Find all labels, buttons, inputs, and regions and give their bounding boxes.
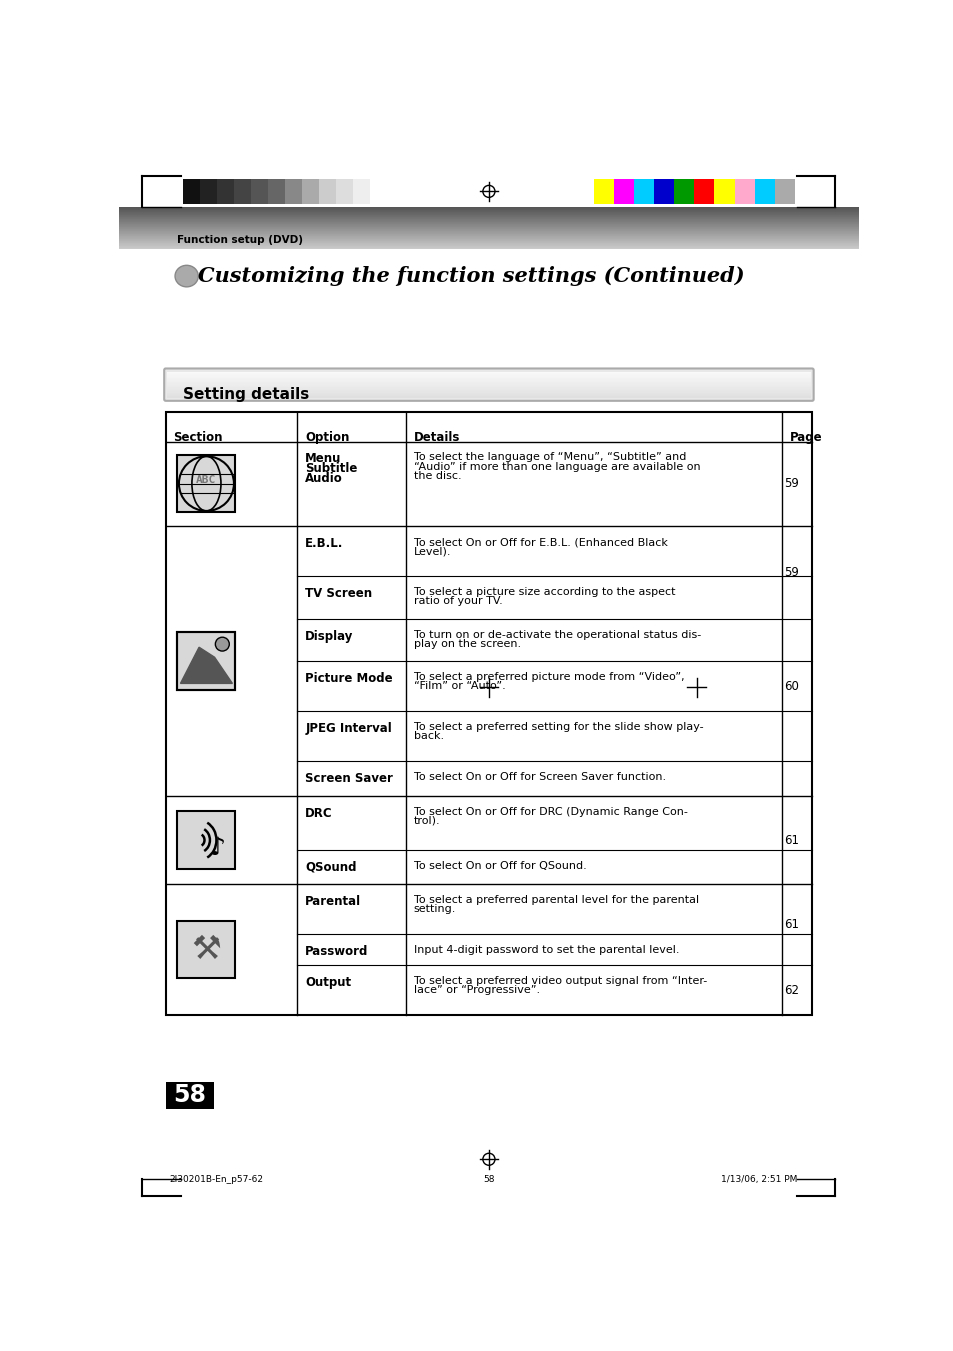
Text: TV Screen: TV Screen xyxy=(305,588,372,600)
Bar xyxy=(177,632,235,689)
Text: 61: 61 xyxy=(783,834,799,847)
Text: 62: 62 xyxy=(783,984,799,997)
Bar xyxy=(734,180,754,204)
Text: To select a preferred parental level for the parental: To select a preferred parental level for… xyxy=(414,896,699,905)
Bar xyxy=(177,632,235,689)
Bar xyxy=(694,180,714,204)
Bar xyxy=(613,180,633,204)
Text: play on the screen.: play on the screen. xyxy=(414,639,520,648)
Text: JPEG Interval: JPEG Interval xyxy=(305,721,392,735)
Text: Level).: Level). xyxy=(414,546,451,557)
Bar xyxy=(233,180,251,204)
Text: To select a preferred setting for the slide show play-: To select a preferred setting for the sl… xyxy=(414,721,702,732)
Text: Page: Page xyxy=(789,431,821,444)
Text: 59: 59 xyxy=(783,477,799,490)
Bar xyxy=(183,180,199,204)
Text: the disc.: the disc. xyxy=(414,471,461,481)
Text: 1/13/06, 2:51 PM: 1/13/06, 2:51 PM xyxy=(720,1174,797,1183)
Bar xyxy=(302,180,319,204)
Bar xyxy=(353,180,370,204)
Text: Option: Option xyxy=(305,431,349,444)
Text: ⚒: ⚒ xyxy=(192,934,221,966)
Ellipse shape xyxy=(174,265,198,286)
Bar xyxy=(335,180,353,204)
Text: To select On or Off for Screen Saver function.: To select On or Off for Screen Saver fun… xyxy=(414,771,665,782)
Bar xyxy=(633,180,654,204)
Text: 60: 60 xyxy=(783,680,799,693)
Text: To select On or Off for DRC (Dynamic Range Con-: To select On or Off for DRC (Dynamic Ran… xyxy=(414,807,687,816)
Bar xyxy=(714,180,734,204)
Text: ratio of your TV.: ratio of your TV. xyxy=(414,596,502,607)
Text: To select a picture size according to the aspect: To select a picture size according to th… xyxy=(414,588,675,597)
Text: Output: Output xyxy=(305,975,351,989)
FancyBboxPatch shape xyxy=(164,369,813,401)
Text: To select On or Off for E.B.L. (Enhanced Black: To select On or Off for E.B.L. (Enhanced… xyxy=(414,538,667,547)
Bar xyxy=(774,180,794,204)
Text: Audio: Audio xyxy=(305,473,343,485)
Bar xyxy=(177,811,235,869)
Bar xyxy=(754,180,774,204)
Bar xyxy=(593,180,613,204)
Text: To select a preferred video output signal from “Inter-: To select a preferred video output signa… xyxy=(414,975,706,986)
Text: Parental: Parental xyxy=(305,896,361,908)
Text: 61: 61 xyxy=(783,919,799,931)
Text: DRC: DRC xyxy=(305,807,333,820)
Text: setting.: setting. xyxy=(414,904,456,915)
Text: To select the language of “Menu”, “Subtitle” and: To select the language of “Menu”, “Subti… xyxy=(414,453,685,462)
Text: Customizing the function settings (Continued): Customizing the function settings (Conti… xyxy=(198,266,744,286)
Bar xyxy=(216,180,233,204)
Text: lace” or “Progressive”.: lace” or “Progressive”. xyxy=(414,985,539,996)
Text: E.B.L.: E.B.L. xyxy=(305,538,343,550)
Text: Menu: Menu xyxy=(305,453,341,465)
Bar xyxy=(319,180,335,204)
Bar xyxy=(285,180,302,204)
Bar xyxy=(199,180,216,204)
Text: Details: Details xyxy=(414,431,459,444)
Text: 2I30201B-En_p57-62: 2I30201B-En_p57-62 xyxy=(170,1174,263,1183)
Bar xyxy=(654,180,674,204)
Text: Display: Display xyxy=(305,630,354,643)
Text: 59: 59 xyxy=(783,566,799,580)
Text: Section: Section xyxy=(173,431,223,444)
Text: To turn on or de-activate the operational status dis-: To turn on or de-activate the operationa… xyxy=(414,630,700,639)
Bar xyxy=(166,1082,213,1109)
Circle shape xyxy=(215,638,229,651)
Text: Picture Mode: Picture Mode xyxy=(305,671,393,685)
Text: Setting details: Setting details xyxy=(183,386,309,403)
Polygon shape xyxy=(180,647,233,684)
Bar xyxy=(268,180,285,204)
Text: Password: Password xyxy=(305,946,368,958)
Text: “Audio” if more than one language are available on: “Audio” if more than one language are av… xyxy=(414,462,700,471)
Text: “Film” or “Auto”.: “Film” or “Auto”. xyxy=(414,681,505,692)
Bar xyxy=(370,180,387,204)
Bar xyxy=(166,412,811,1016)
Text: Function setup (DVD): Function setup (DVD) xyxy=(177,235,303,246)
Text: Screen Saver: Screen Saver xyxy=(305,771,393,785)
Text: To select On or Off for QSound.: To select On or Off for QSound. xyxy=(414,861,586,870)
Bar xyxy=(251,180,268,204)
Text: trol).: trol). xyxy=(414,816,440,825)
Text: Subtitle: Subtitle xyxy=(305,462,357,476)
Text: Input 4-digit password to set the parental level.: Input 4-digit password to set the parent… xyxy=(414,946,679,955)
Text: 58: 58 xyxy=(482,1174,495,1183)
Text: QSound: QSound xyxy=(305,861,356,874)
Bar xyxy=(674,180,694,204)
Bar xyxy=(177,455,235,512)
Text: ♪: ♪ xyxy=(210,836,226,859)
Text: To select a preferred picture mode from “Video”,: To select a preferred picture mode from … xyxy=(414,671,683,682)
Text: back.: back. xyxy=(414,731,443,742)
Text: ABC: ABC xyxy=(196,474,216,485)
Bar xyxy=(177,920,235,978)
Text: 58: 58 xyxy=(173,1084,206,1108)
